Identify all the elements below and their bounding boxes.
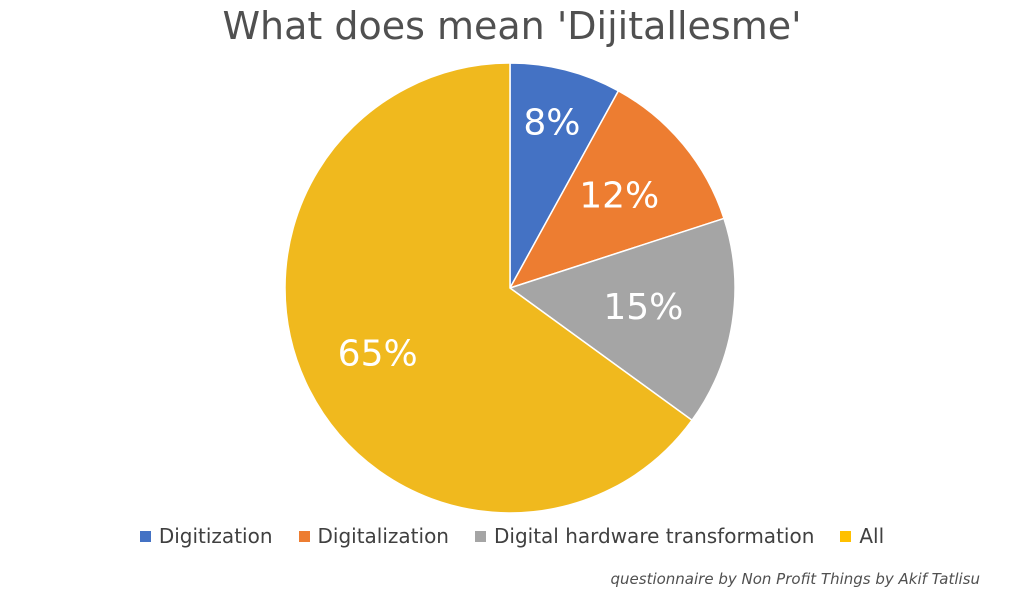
legend-item-digitalization: Digitalization: [298, 524, 449, 548]
legend-swatch: [298, 530, 310, 542]
pie-slice-digitization: [509, 62, 620, 289]
legend-swatch: [139, 530, 151, 542]
pie-data-label: 15%: [603, 287, 683, 328]
legend-label: All: [859, 524, 885, 548]
legend-label: Digital hardware transformation: [493, 524, 815, 548]
footnote: questionnaire by Non Profit Things by Ak…: [610, 570, 981, 588]
legend-label: Digitalization: [317, 524, 449, 548]
legend-item-all: All: [840, 524, 884, 548]
pie-slice-digital-hardware-transformation: [508, 217, 736, 422]
legend-label: Digitization: [158, 524, 273, 548]
legend-swatch: [474, 530, 486, 542]
chart-title: What does mean 'Dijitallesme': [222, 4, 802, 48]
pie-slice-digitalization: [508, 89, 725, 290]
legend-swatch: [840, 530, 852, 542]
legend-item-digitization: Digitization: [139, 524, 273, 548]
legend-item-digital-hardware-transformation: Digital hardware transformation: [474, 524, 815, 548]
legend: Digitization Digitalization Digital hard…: [0, 524, 1024, 548]
pie-slice-all: [284, 62, 694, 514]
pie-data-label: 8%: [523, 103, 580, 144]
pie-data-label: 65%: [338, 333, 418, 374]
pie-data-label: 12%: [579, 176, 659, 217]
